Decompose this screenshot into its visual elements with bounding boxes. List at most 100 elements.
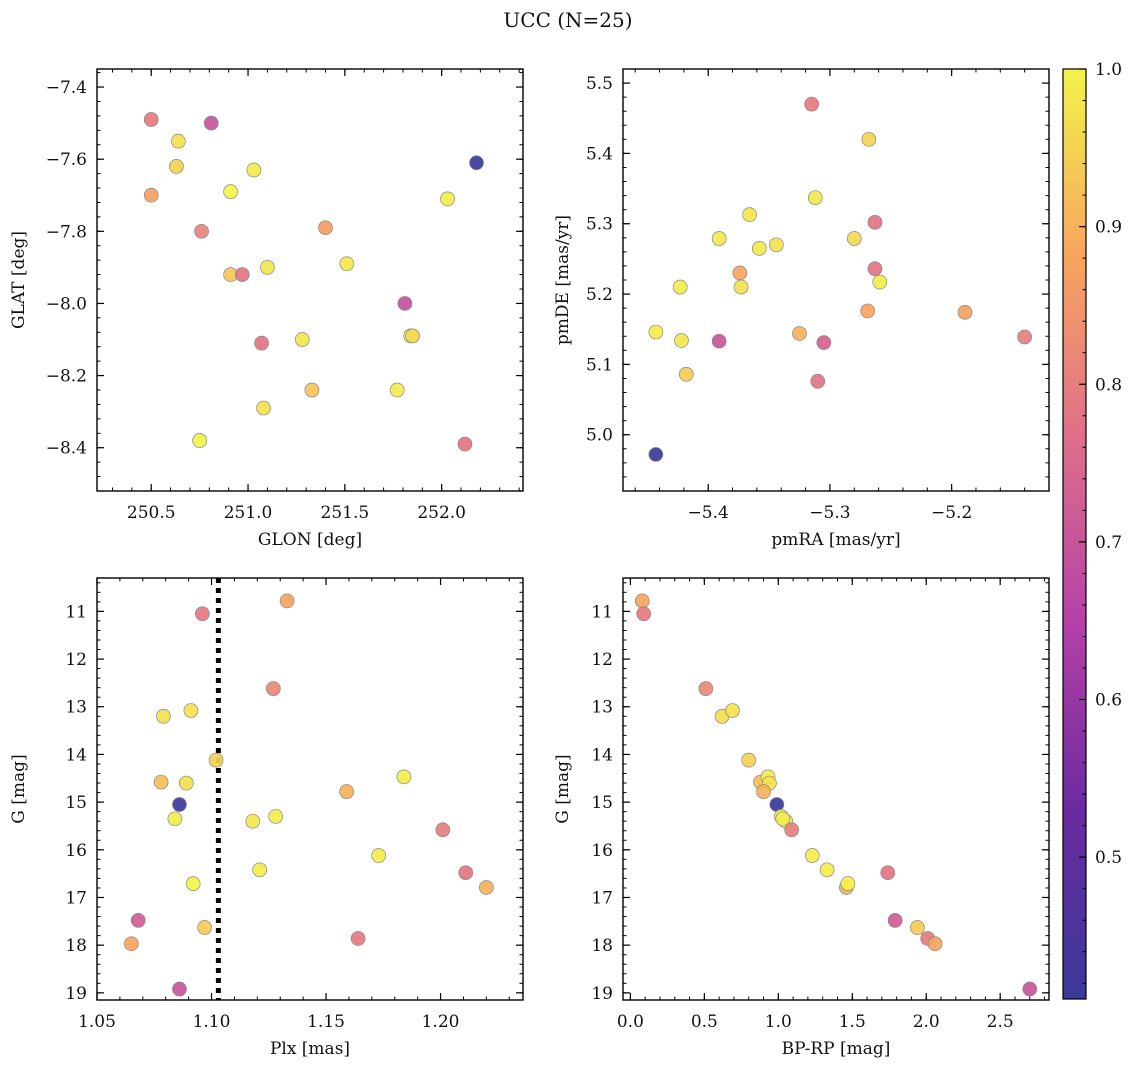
x-tick-label: 2.5 — [987, 1012, 1014, 1032]
data-point — [678, 366, 694, 382]
data-point — [804, 848, 820, 863]
data-point — [846, 231, 862, 246]
data-point — [172, 797, 187, 812]
y-tick-label: 17 — [65, 888, 87, 908]
y-tick-label: 16 — [591, 841, 613, 861]
colorbar-tick-label: 0.6 — [1095, 691, 1122, 711]
figure-title: UCC (N=25) — [503, 8, 633, 32]
data-point — [405, 328, 420, 344]
data-point — [733, 279, 749, 295]
data-point — [860, 303, 875, 319]
data-point — [203, 115, 219, 131]
data-point — [130, 913, 146, 928]
data-point — [804, 96, 820, 112]
y-axis-label: pmDE [mas/yr] — [553, 215, 573, 345]
x-tick-label: 0.0 — [617, 1012, 644, 1032]
colorbar-tick-label: 0.5 — [1095, 848, 1122, 868]
y-axis-label: G [mag] — [553, 754, 573, 823]
data-point — [208, 752, 224, 768]
data-point — [156, 708, 171, 724]
subplot-panels: 250.5 251.0 251.5 252.0 −8.4 −8.2 −8.0 −7.8 −7.6… — [9, 68, 1050, 1059]
y-tick-label: 14 — [591, 745, 613, 765]
y-tick-label: 11 — [65, 602, 87, 622]
data-point — [957, 305, 973, 320]
data-point — [867, 214, 883, 230]
data-point — [741, 752, 757, 768]
data-point — [194, 223, 209, 239]
data-point — [397, 296, 413, 311]
y-tick-label: 5.1 — [586, 355, 613, 375]
data-point — [246, 162, 262, 178]
x-axis-label: GLON [deg] — [258, 530, 362, 550]
data-point — [440, 191, 455, 207]
x-tick-label: 251.5 — [321, 503, 370, 523]
data-point — [469, 155, 484, 171]
data-point — [698, 681, 714, 696]
y-tick-label: −8.4 — [46, 439, 87, 459]
data-point — [819, 862, 835, 878]
colorbar: 0.5 0.6 0.7 0.8 0.9 1.0 — [1062, 60, 1122, 1000]
data-point — [169, 159, 184, 174]
y-tick-label: 12 — [65, 650, 87, 670]
x-tick-label: 2.0 — [913, 1012, 940, 1032]
data-point — [840, 876, 856, 892]
y-tick-label: 17 — [591, 888, 613, 908]
x-tick-label: 1.10 — [193, 1012, 231, 1032]
data-point — [479, 880, 494, 895]
data-point — [266, 681, 281, 696]
colorbar-tick-label: 0.9 — [1095, 218, 1122, 238]
data-point — [350, 931, 366, 946]
minor-ticks — [623, 68, 1050, 491]
x-tick-label: 1.20 — [422, 1012, 460, 1032]
axes-frame — [622, 68, 1050, 492]
x-tick-label: 1.5 — [839, 1012, 866, 1032]
axes-frame — [96, 577, 524, 1001]
data-point — [648, 324, 664, 340]
y-tick-label: 14 — [65, 745, 87, 765]
y-tick-label: 12 — [591, 650, 613, 670]
axes-frame — [96, 68, 524, 492]
data-point — [751, 241, 767, 256]
y-tick-label: −7.6 — [46, 150, 87, 170]
data-point — [268, 809, 283, 824]
data-point — [124, 936, 139, 952]
data-point — [245, 813, 261, 829]
x-tick-label: 1.0 — [765, 1012, 792, 1032]
data-point — [389, 382, 405, 398]
data-point — [223, 184, 238, 199]
data-point — [872, 274, 888, 290]
data-point — [279, 593, 295, 609]
data-point — [304, 382, 320, 398]
data-point — [910, 920, 925, 935]
y-tick-label: 5.5 — [586, 74, 613, 94]
data-point — [170, 133, 186, 149]
x-tick-label: 250.5 — [127, 503, 176, 523]
data-point — [742, 207, 757, 222]
data-point — [880, 865, 896, 881]
data-point — [1017, 329, 1033, 345]
data-point — [167, 811, 183, 827]
data-point — [260, 260, 275, 275]
y-tick-label: 15 — [591, 793, 613, 813]
data-point — [256, 400, 271, 416]
y-tick-label: 13 — [65, 698, 87, 718]
y-tick-label: 5.0 — [586, 426, 613, 446]
data-point — [887, 913, 903, 928]
data-point — [254, 335, 269, 351]
data-point — [674, 333, 689, 348]
data-point — [396, 769, 412, 785]
x-axis-label: pmRA [mas/yr] — [771, 530, 900, 550]
data-point — [197, 920, 212, 935]
colorbar-tick-label: 0.7 — [1095, 533, 1122, 553]
x-tick-label: 1.15 — [307, 1012, 345, 1032]
data-point — [711, 231, 727, 246]
data-point — [458, 865, 474, 881]
data-point — [711, 333, 727, 349]
data-point — [192, 433, 207, 448]
data-point — [457, 436, 473, 452]
data-point — [861, 131, 877, 147]
data-point — [252, 862, 267, 878]
y-tick-label: −7.4 — [46, 78, 87, 98]
data-point — [725, 703, 740, 718]
